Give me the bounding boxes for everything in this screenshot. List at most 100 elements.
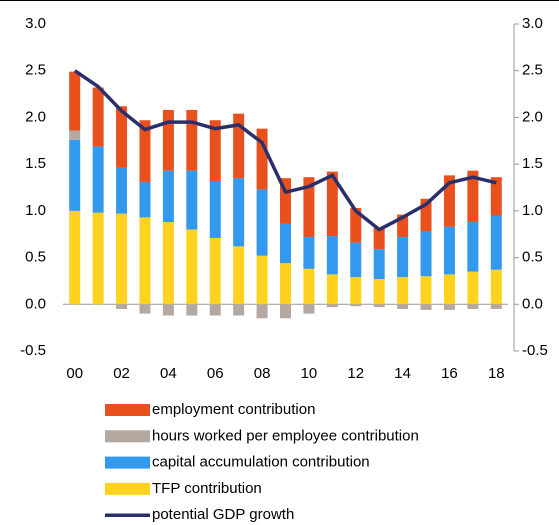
bar — [373, 227, 385, 250]
bar — [233, 246, 245, 305]
bar — [92, 212, 104, 305]
bar — [303, 268, 315, 305]
y-tick-label: 1.0 — [25, 202, 46, 219]
x-tick-label: 02 — [113, 365, 130, 382]
bar — [209, 180, 221, 238]
bar — [443, 274, 455, 305]
bar — [162, 222, 174, 305]
bar — [92, 87, 104, 147]
y-tick-label: 1.5 — [25, 155, 46, 172]
bar — [303, 304, 315, 314]
bar — [280, 178, 291, 224]
legend-label: TFP contribution — [152, 480, 262, 497]
bar — [139, 217, 151, 305]
bar — [303, 237, 315, 269]
bar — [162, 304, 174, 316]
bar — [256, 128, 268, 190]
bar — [186, 229, 198, 305]
y2-tick-label: -0.5 — [522, 342, 548, 359]
bar — [186, 109, 198, 171]
bar — [162, 170, 174, 223]
y-tick-label: 2.0 — [25, 108, 46, 125]
legend-swatch — [105, 404, 150, 416]
bar — [373, 279, 385, 305]
bar — [116, 213, 128, 305]
bar — [397, 277, 409, 305]
bar — [186, 304, 198, 316]
bar — [233, 178, 245, 247]
bar — [420, 198, 432, 232]
bar — [350, 242, 362, 278]
bar — [373, 304, 385, 308]
x-tick-label: 04 — [160, 365, 177, 382]
bar — [420, 304, 432, 310]
y-tick-label: 0.5 — [25, 249, 46, 266]
bar — [373, 249, 385, 280]
bar — [186, 170, 198, 230]
bar — [280, 304, 291, 319]
bar — [350, 277, 362, 305]
bar — [326, 236, 338, 275]
y-tick-label: 3.0 — [25, 15, 46, 32]
x-tick-label: 14 — [394, 365, 411, 382]
y2-tick-label: 1.5 — [522, 155, 543, 172]
bar — [397, 237, 409, 278]
bar — [139, 181, 151, 218]
legend-label: capital accumulation contribution — [152, 454, 370, 471]
bar — [256, 304, 268, 319]
y2-tick-label: 3.0 — [522, 15, 543, 32]
bar — [69, 71, 81, 131]
bar — [326, 274, 338, 305]
x-tick-label: 16 — [441, 365, 458, 382]
bar — [467, 304, 479, 309]
bar — [467, 170, 479, 223]
y-tick-label: 0.0 — [25, 295, 46, 312]
bar — [280, 263, 291, 305]
bar — [326, 171, 338, 237]
line — [73, 69, 497, 232]
x-tick-label: 18 — [488, 365, 505, 382]
bar — [467, 222, 479, 272]
x-tick-label: 12 — [347, 365, 364, 382]
bar — [443, 175, 455, 227]
legend-swatch — [105, 430, 150, 443]
bar — [233, 304, 245, 316]
legend-label: employment contribution — [152, 401, 315, 418]
bar — [280, 223, 291, 264]
y2-tick-label: 2.5 — [522, 62, 543, 79]
bar — [420, 231, 432, 277]
bar — [139, 304, 151, 314]
legend-swatch — [105, 456, 150, 469]
y2-tick-label: 2.0 — [522, 108, 543, 125]
bar — [209, 237, 221, 305]
bar — [209, 120, 221, 181]
y2-tick-label: 0.0 — [522, 295, 543, 312]
bar — [69, 130, 81, 140]
legend-label: hours worked per employee contribution — [152, 427, 419, 444]
x-tick-label: 00 — [66, 365, 83, 382]
bar — [490, 304, 502, 309]
bar — [69, 210, 81, 305]
bar — [490, 177, 502, 216]
y-tick-label: -0.5 — [20, 342, 46, 359]
bar — [92, 146, 104, 213]
bar — [420, 276, 432, 305]
bar — [209, 304, 221, 316]
bar — [467, 271, 479, 305]
bar — [139, 120, 151, 182]
bar — [326, 304, 338, 308]
y-tick-label: 2.5 — [25, 62, 46, 79]
x-tick-label: 08 — [254, 365, 271, 382]
y2-tick-label: 0.5 — [522, 249, 543, 266]
bar — [443, 226, 455, 275]
bar — [443, 304, 455, 310]
bar — [256, 255, 268, 305]
bar — [116, 304, 128, 309]
bar — [116, 106, 128, 168]
legend-label: potential GDP growth — [152, 506, 294, 523]
bar — [397, 304, 409, 309]
bar — [350, 208, 362, 243]
bar — [397, 214, 409, 238]
